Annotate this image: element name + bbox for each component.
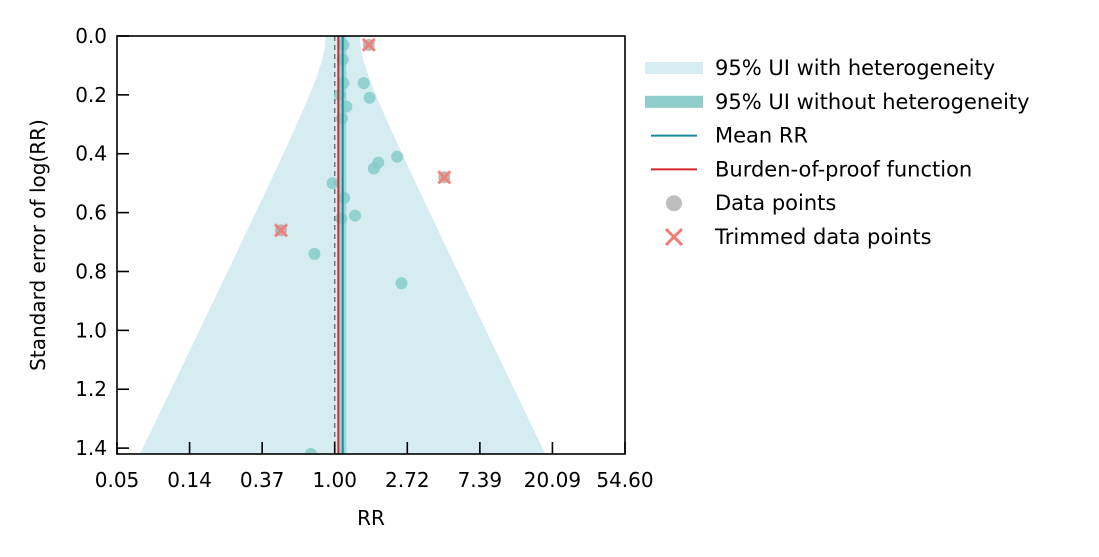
legend-swatch-band-dark — [645, 95, 703, 108]
legend-label: 95% UI without heterogeneity — [715, 90, 1030, 114]
legend-swatch-trimmed-point — [664, 227, 684, 247]
data-point — [367, 162, 380, 175]
data-point — [333, 88, 346, 101]
y-tick-label: 0.6 — [75, 201, 107, 225]
data-point — [349, 209, 362, 222]
data-point — [335, 212, 348, 225]
legend-label: Mean RR — [715, 124, 808, 148]
legend-entry: 95% UI with heterogeneity — [645, 56, 995, 80]
y-tick-label: 0.8 — [75, 259, 107, 283]
legend-label: 95% UI with heterogeneity — [715, 56, 995, 80]
legend-label: Trimmed data points — [714, 225, 932, 249]
plot-frame — [116, 35, 626, 455]
x-tick-label: 2.72 — [385, 468, 430, 492]
trimmed-point-x — [273, 223, 289, 238]
y-tick-label: 0.0 — [75, 24, 107, 48]
data-point — [304, 448, 317, 454]
axes: 0.05 0.14 0.37 1.00 2.72 7.39 20.09 54.60 0.0 0.2… — [75, 24, 653, 492]
x-tick-label: 7.39 — [458, 468, 503, 492]
y-axis-label: Standard error of log(RR) — [26, 119, 50, 371]
data-point — [308, 247, 321, 260]
y-tick-label: 1.4 — [75, 436, 107, 460]
trimmed-data-point — [273, 223, 289, 238]
y-tick-label: 0.2 — [75, 83, 107, 107]
y-tick-label: 0.4 — [75, 142, 107, 166]
data-point — [395, 277, 408, 290]
legend-entry: Mean RR — [651, 124, 808, 148]
legend-entry: Burden-of-proof function — [651, 157, 972, 181]
y-tick-label: 1.0 — [75, 318, 107, 342]
x-axis-label: RR — [357, 506, 385, 530]
data-point — [357, 77, 370, 90]
plot-clip-group — [139, 36, 546, 454]
data-point — [326, 177, 339, 190]
legend-label: Burden-of-proof function — [715, 157, 972, 181]
legend: 95% UI with heterogeneity 95% UI without … — [645, 56, 1030, 249]
trimmed-data-point — [361, 37, 376, 52]
trimmed-point-x — [437, 170, 452, 185]
x-tick-label: 0.14 — [167, 468, 212, 492]
legend-swatch-data-point — [666, 195, 682, 212]
legend-entry: Trimmed data points — [664, 225, 932, 249]
legend-entry: 95% UI without heterogeneity — [645, 90, 1030, 114]
x-tick-label: 54.60 — [596, 468, 653, 492]
data-point — [391, 150, 404, 163]
data-point — [363, 91, 376, 104]
data-point — [338, 191, 351, 204]
x-tick-label: 20.09 — [524, 468, 581, 492]
plot-area — [139, 36, 546, 454]
x-tick-label: 0.37 — [240, 468, 285, 492]
trimmed-data-point — [437, 170, 452, 185]
legend-swatch-band-light — [645, 62, 703, 74]
x-tick-label: 0.05 — [95, 468, 140, 492]
legend-entry: Data points — [666, 191, 836, 215]
x-tick-label: 1.00 — [312, 468, 357, 492]
legend-label: Data points — [715, 191, 836, 215]
y-tick-label: 1.2 — [75, 377, 107, 401]
trimmed-point-x — [361, 37, 376, 52]
